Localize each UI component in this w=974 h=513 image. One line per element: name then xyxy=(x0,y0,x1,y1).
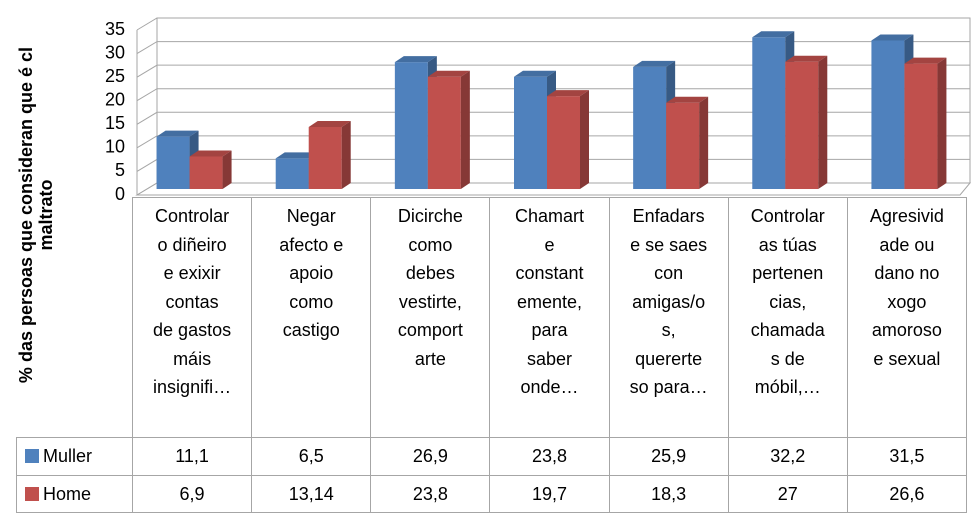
data-label: 6,5 xyxy=(251,437,371,476)
y-tick-label: 20 xyxy=(105,89,125,109)
bar-face xyxy=(276,158,309,189)
bar-face xyxy=(395,62,428,189)
category-label: Agresivid ade ou dano no xogo amoroso e … xyxy=(847,197,967,438)
bar xyxy=(190,150,232,189)
bar xyxy=(904,58,946,189)
bar-face xyxy=(223,150,232,189)
bar-face xyxy=(514,77,547,189)
bar xyxy=(547,90,589,189)
bar-face xyxy=(666,103,699,189)
y-tick-label: 30 xyxy=(105,42,125,62)
bar-face xyxy=(309,127,342,189)
data-label: 32,2 xyxy=(728,437,848,476)
category-label: Dicirche como debes vestirte, comport ar… xyxy=(370,197,490,438)
data-label: 19,7 xyxy=(489,475,609,513)
bar-face xyxy=(547,96,580,189)
y-tick-label: 15 xyxy=(105,113,125,133)
y-axis-label: % das persoas que consideran que é cl ma… xyxy=(16,0,58,430)
legend-swatch xyxy=(25,449,39,463)
data-label: 26,6 xyxy=(847,475,967,513)
bar xyxy=(309,121,351,189)
data-label: 23,8 xyxy=(489,437,609,476)
bar-face xyxy=(461,71,470,189)
y-tick-label: 25 xyxy=(105,66,125,86)
category-label: Controlar o diñeiro e exixir contas de g… xyxy=(132,197,252,438)
data-label: 23,8 xyxy=(370,475,490,513)
legend-item: Muller xyxy=(16,437,133,476)
y-tick-label: 10 xyxy=(105,137,125,157)
category-label: Controlar as túas pertenen cias, chamada… xyxy=(728,197,848,438)
bar xyxy=(666,97,708,189)
data-label: 18,3 xyxy=(609,475,729,513)
bar-face xyxy=(428,77,461,189)
legend-label: Muller xyxy=(43,442,92,471)
bar-face xyxy=(871,41,904,190)
y-tick-label: 35 xyxy=(105,19,125,39)
bar-face xyxy=(580,90,589,189)
data-label: 26,9 xyxy=(370,437,490,476)
data-label: 11,1 xyxy=(132,437,252,476)
bar-face xyxy=(785,62,818,189)
bar-face xyxy=(342,121,351,189)
data-label: 27 xyxy=(728,475,848,513)
grid-line xyxy=(137,42,970,54)
y-tick-label: 0 xyxy=(115,184,125,204)
data-label: 13,14 xyxy=(251,475,371,513)
bar xyxy=(428,71,470,189)
category-label: Enfadars e se saes con amigas/o s, quere… xyxy=(609,197,729,438)
grid-line xyxy=(137,18,970,30)
bar-face xyxy=(818,56,827,189)
legend-swatch xyxy=(25,487,39,501)
category-label: Negar afecto e apoio como castigo xyxy=(251,197,371,438)
bar-face xyxy=(699,97,708,189)
y-tick-label: 5 xyxy=(115,160,125,180)
bar xyxy=(785,56,827,189)
bar-face xyxy=(190,156,223,189)
data-label: 31,5 xyxy=(847,437,967,476)
bar-face xyxy=(937,58,946,189)
data-label: 25,9 xyxy=(609,437,729,476)
bar-face xyxy=(633,67,666,189)
bar-face xyxy=(752,37,785,189)
legend-item: Home xyxy=(16,475,133,513)
bar-face xyxy=(157,137,190,189)
bar-face xyxy=(904,64,937,189)
legend-label: Home xyxy=(43,480,91,509)
data-label: 6,9 xyxy=(132,475,252,513)
category-label: Chamart e constant emente, para saber on… xyxy=(489,197,609,438)
